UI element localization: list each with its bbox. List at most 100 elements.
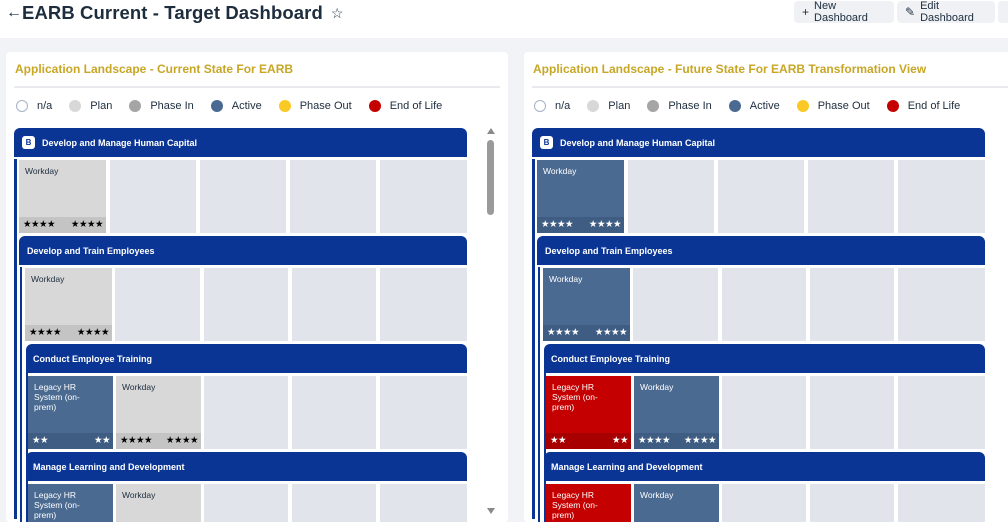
app-name: Legacy HR System (on-prem)	[552, 490, 598, 520]
rating-stars: ★★★★ ★★★★	[19, 217, 106, 233]
hierarchy-line	[20, 267, 22, 522]
legend-item-end-of-life: End of Life	[368, 100, 443, 112]
hierarchy-line	[532, 159, 535, 519]
legend-item-phase-in: Phase In	[129, 100, 194, 112]
empty-cell	[380, 376, 467, 449]
legend-label: Plan	[90, 100, 113, 112]
legend-item-plan: Plan	[587, 100, 630, 112]
business-badge-icon: B	[22, 136, 35, 149]
legend-label: Active	[231, 100, 262, 112]
current-state-panel: Application Landscape - Current State Fo…	[6, 52, 508, 522]
scroll-thumb[interactable]	[487, 140, 494, 215]
app-card[interactable]: Workday ★★★★ ★★★★	[543, 268, 630, 341]
empty-cell	[292, 376, 376, 449]
status-dot-icon	[886, 100, 899, 112]
empty-cell	[810, 268, 894, 341]
legend-item-active: Active	[210, 100, 262, 112]
empty-cell	[808, 160, 894, 233]
panel-title: Application Landscape - Future State For…	[533, 62, 927, 76]
app-card[interactable]: Workday ★★★★ ★★★★	[634, 376, 719, 449]
capability-header[interactable]: Manage Learning and Development	[26, 452, 467, 481]
app-name: Workday	[549, 274, 583, 284]
capability-label: Conduct Employee Training	[551, 353, 671, 364]
app-name: Workday	[31, 274, 65, 284]
app-card[interactable]: Workday ★★★★ ★★★★	[19, 160, 106, 233]
divider	[532, 86, 1008, 88]
favorite-star-icon[interactable]: ☆	[330, 4, 344, 21]
empty-cell	[810, 484, 894, 522]
legend: n/a Plan Phase In Active Phase Out End o…	[534, 100, 977, 112]
legend-label: End of Life	[389, 100, 443, 112]
rating-stars: ★★ ★★	[28, 433, 113, 449]
status-dot-icon	[278, 100, 291, 112]
empty-cell	[898, 160, 985, 233]
app-name: Workday	[122, 490, 156, 500]
app-card[interactable]: Workday ★★★★ ★★★★	[537, 160, 624, 233]
app-card[interactable]: Legacy HR System (on-prem) ★★ ★★	[28, 376, 113, 449]
vertical-scrollbar[interactable]	[485, 128, 497, 514]
empty-cell	[810, 376, 894, 449]
app-card[interactable]: Workday ★★★★ ★★★★	[116, 376, 201, 449]
empty-cell	[380, 484, 467, 522]
capability-header[interactable]: B Develop and Manage Human Capital	[532, 128, 985, 157]
status-dot-icon	[69, 100, 82, 112]
app-name: Workday	[543, 166, 577, 176]
capability-header[interactable]: Develop and Train Employees	[537, 236, 985, 265]
empty-cell	[204, 484, 288, 522]
empty-cell	[722, 268, 806, 341]
capability-label: Develop and Manage Human Capital	[560, 137, 716, 148]
back-arrow-icon[interactable]: ←	[6, 4, 22, 21]
hierarchy-line	[544, 373, 546, 522]
capability-header[interactable]: Develop and Train Employees	[19, 236, 467, 265]
empty-cell	[722, 376, 806, 449]
capability-label: Conduct Employee Training	[33, 353, 153, 364]
panel-title: Application Landscape - Current State Fo…	[15, 62, 294, 76]
status-dot-icon	[534, 100, 546, 112]
more-button[interactable]	[998, 1, 1008, 23]
legend-item-phase-out: Phase Out	[796, 100, 870, 112]
capability-header[interactable]: Conduct Employee Training	[544, 344, 985, 373]
capability-header[interactable]: Manage Learning and Development	[544, 452, 985, 481]
empty-cell	[380, 268, 467, 341]
app-card[interactable]: Legacy HR System (on-prem) ★★ ★★	[546, 376, 631, 449]
new-dashboard-button[interactable]: + New Dashboard	[794, 0, 894, 24]
app-card[interactable]: Workday ★★★★ ★★★★	[25, 268, 112, 341]
edit-dashboard-button[interactable]: ✎ Edit Dashboard	[897, 0, 995, 24]
legend-label: n/a	[555, 100, 571, 112]
legend-label: Phase In	[668, 100, 712, 112]
app-card[interactable]: Workday	[116, 484, 201, 522]
capability-label: Develop and Train Employees	[545, 245, 673, 256]
app-card[interactable]: Legacy HR System (on-prem)	[546, 484, 631, 522]
legend-item-active: Active	[728, 100, 780, 112]
scroll-up-arrow-icon[interactable]	[487, 128, 495, 134]
capability-label: Develop and Train Employees	[27, 245, 155, 256]
capability-header[interactable]: Conduct Employee Training	[26, 344, 467, 373]
rating-stars: ★★★★ ★★★★	[543, 325, 630, 341]
status-dot-icon	[728, 100, 741, 112]
app-name: Workday	[25, 166, 59, 176]
status-dot-icon	[587, 100, 600, 112]
rating-stars: ★★★★ ★★★★	[537, 217, 624, 233]
status-dot-icon	[210, 100, 223, 112]
new-dashboard-label: New Dashboard	[814, 0, 868, 24]
empty-cell	[204, 268, 288, 341]
status-dot-icon	[796, 100, 809, 112]
empty-cell	[380, 160, 467, 233]
capability-header[interactable]: B Develop and Manage Human Capital	[14, 128, 467, 157]
capability-label: Develop and Manage Human Capital	[42, 137, 198, 148]
legend-item-end-of-life: End of Life	[886, 100, 960, 112]
legend-label: Phase In	[150, 100, 194, 112]
plus-icon: +	[802, 5, 810, 19]
scroll-down-arrow-icon[interactable]	[487, 508, 495, 514]
empty-cell	[110, 160, 196, 233]
app-name: Workday	[640, 490, 674, 500]
app-card[interactable]: Workday	[634, 484, 719, 522]
pencil-icon: ✎	[905, 5, 916, 19]
divider	[14, 86, 500, 88]
title-area: ← EARB Current - Target Dashboard ☆	[6, 2, 343, 24]
legend: n/a Plan Phase In Active Phase Out End o…	[16, 100, 459, 112]
rating-stars: ★★ ★★	[546, 433, 631, 449]
app-card[interactable]: Legacy HR System (on-prem)	[28, 484, 113, 522]
top-bar: ← EARB Current - Target Dashboard ☆ + Ne…	[0, 0, 1008, 38]
app-name: Workday	[122, 382, 156, 392]
